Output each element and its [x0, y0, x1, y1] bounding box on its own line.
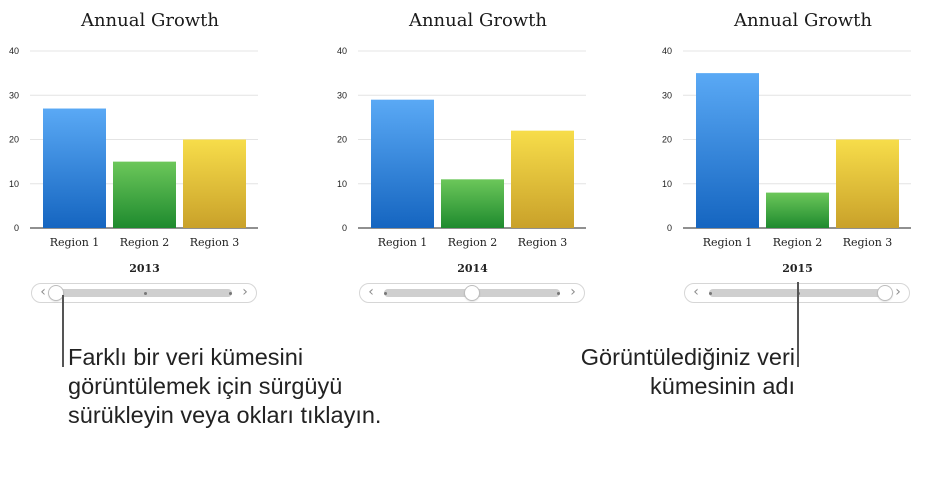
chart-panel-2014: Annual Growth 0 10 20 30 40 Region 1 Region 2 R…	[328, 0, 628, 310]
bar-chart-2013: 0 10 20 30 40 Region 1 Region 2 Region 3 2013	[9, 46, 258, 275]
y-tick-label: 20	[337, 135, 347, 145]
x-tick-label: Region 2	[448, 236, 498, 249]
chart-title: Annual Growth	[733, 10, 873, 31]
data-set-name: 2013	[129, 262, 160, 275]
callout-data-set-name: Görüntülediğiniz veri kümesinin adı	[580, 344, 795, 399]
y-tick-label: 40	[662, 46, 672, 56]
y-tick-label: 40	[9, 46, 19, 56]
slider-thumb[interactable]	[465, 286, 479, 300]
slider-right-arrow-icon[interactable]: ›	[570, 284, 576, 300]
callout-slider-instructions: Farklı bir veri kümesini görüntülemek iç…	[68, 344, 382, 428]
y-tick-label: 0	[667, 223, 672, 233]
slider-stop-dot	[144, 291, 147, 295]
data-set-name: 2015	[782, 262, 813, 275]
y-tick-label: 30	[9, 90, 19, 100]
slider-track[interactable]	[384, 286, 560, 300]
data-set-slider[interactable]: ‹ ›	[359, 283, 585, 303]
x-tick-label: Region 1	[703, 236, 753, 249]
slider-left-arrow-icon[interactable]: ‹	[693, 284, 699, 300]
y-tick-label: 20	[9, 135, 19, 145]
slider-stop-dot	[557, 291, 560, 295]
slider-right-arrow-icon[interactable]: ›	[895, 284, 901, 300]
x-tick-label: Region 3	[518, 236, 568, 249]
bar-region-2	[113, 161, 176, 228]
x-tick-label: Region 2	[773, 236, 823, 249]
slider-right-arrow-icon[interactable]: ›	[242, 284, 248, 300]
chart-panel-2015: Annual Growth 0 10 20 30 40 Region 1 Region 2 R…	[653, 0, 931, 310]
x-tick-label: Region 2	[120, 236, 170, 249]
y-tick-label: 20	[662, 135, 672, 145]
data-set-name: 2014	[457, 262, 488, 275]
slider-left-arrow-icon[interactable]: ‹	[368, 284, 374, 300]
bar-region-3	[511, 130, 574, 228]
y-tick-label: 10	[662, 179, 672, 189]
slider-stop-dot	[229, 291, 232, 295]
x-tick-label: Region 1	[378, 236, 428, 249]
slider-thumb[interactable]	[878, 286, 892, 300]
bar-region-2	[441, 179, 504, 228]
y-tick-label: 0	[14, 223, 19, 233]
slider-track[interactable]	[49, 286, 232, 300]
bar-region-3	[836, 139, 899, 228]
bar-region-1	[696, 73, 759, 228]
bar-region-1	[371, 99, 434, 228]
slider-left-arrow-icon[interactable]: ‹	[40, 284, 46, 300]
callout-line-data-set-name	[797, 282, 799, 367]
slider-thumb[interactable]	[49, 286, 63, 300]
chart-title: Annual Growth	[408, 10, 548, 31]
x-tick-label: Region 3	[843, 236, 893, 249]
y-tick-label: 30	[337, 90, 347, 100]
chart-title: Annual Growth	[80, 10, 220, 31]
y-tick-label: 10	[9, 179, 19, 189]
slider-stop-dot	[797, 291, 800, 295]
y-tick-label: 0	[342, 223, 347, 233]
chart-panel-2013: Annual Growth 0 10 20 30 40 Region 1 Region 2 R…	[0, 0, 300, 310]
y-tick-label: 10	[337, 179, 347, 189]
bar-region-1	[43, 108, 106, 228]
slider-stop-dot	[384, 291, 387, 295]
bar-region-3	[183, 139, 246, 228]
bar-region-2	[766, 192, 829, 228]
bar-chart-2015: 0 10 20 30 40 Region 1 Region 2 Region 3 2015	[662, 46, 911, 275]
data-set-slider[interactable]: ‹ ›	[31, 283, 257, 303]
callout-line-slider	[62, 295, 64, 367]
bar-chart-2014: 0 10 20 30 40 Region 1 Region 2 Region 3 2014	[337, 46, 586, 275]
y-tick-label: 30	[662, 90, 672, 100]
x-tick-label: Region 1	[50, 236, 100, 249]
y-tick-label: 40	[337, 46, 347, 56]
slider-stop-dot	[709, 291, 712, 295]
x-tick-label: Region 3	[190, 236, 240, 249]
